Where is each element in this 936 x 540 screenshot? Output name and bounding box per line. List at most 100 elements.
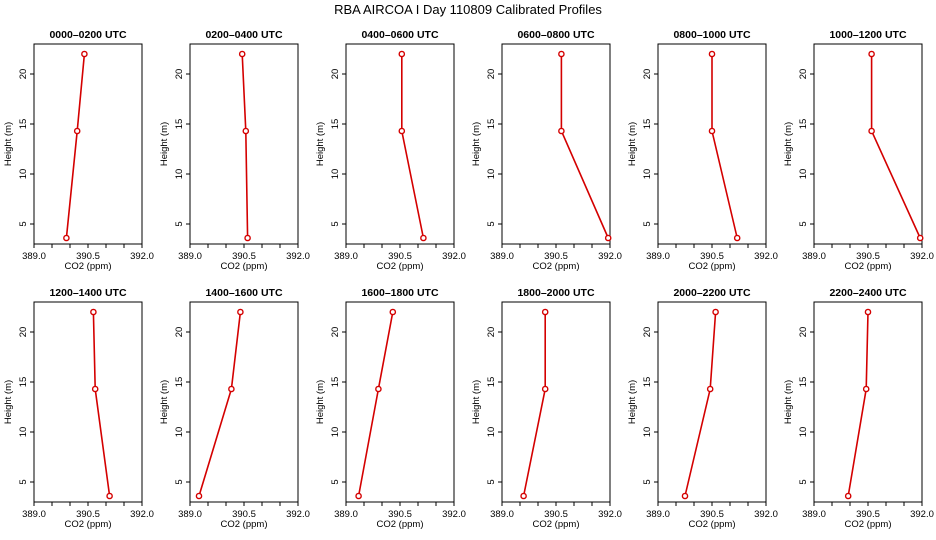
x-tick-label: 390.5 xyxy=(76,251,100,262)
y-tick-label: 5 xyxy=(18,221,29,226)
y-tick-label: 10 xyxy=(330,427,341,438)
x-axis-label: CO2 (ppm) xyxy=(689,519,736,530)
y-tick-label: 10 xyxy=(18,427,29,438)
x-tick-label: 392.0 xyxy=(910,509,934,520)
y-tick-label: 10 xyxy=(486,427,497,438)
y-tick-label: 15 xyxy=(798,377,809,388)
x-tick-label: 390.5 xyxy=(232,509,256,520)
y-tick-label: 20 xyxy=(798,69,809,80)
panel: 0800–1000 UTC 389.0 390.5 392.0 5 10 15 20 CO2 (… xyxy=(627,29,778,272)
panel-title: 2200–2400 UTC xyxy=(829,287,906,299)
data-point xyxy=(195,492,203,500)
x-tick-label: 392.0 xyxy=(754,509,778,520)
profile-line xyxy=(65,53,86,239)
y-tick-label: 5 xyxy=(486,479,497,484)
data-point xyxy=(558,127,565,135)
y-tick-label: 10 xyxy=(330,169,341,180)
y-tick-label: 15 xyxy=(330,119,341,130)
y-tick-label: 20 xyxy=(798,327,809,338)
x-tick-label: 389.0 xyxy=(334,251,358,262)
y-tick-label: 15 xyxy=(18,377,29,388)
data-point xyxy=(862,385,870,393)
panel: 1800–2000 UTC 389.0 390.5 392.0 5 10 15 20 CO2 (… xyxy=(471,287,622,530)
y-tick-label: 20 xyxy=(642,327,653,338)
data-point xyxy=(106,492,113,500)
x-tick-label: 389.0 xyxy=(802,251,826,262)
profile-line xyxy=(357,311,394,497)
data-point xyxy=(242,127,250,135)
profile-line xyxy=(870,54,921,239)
plot-frame xyxy=(501,301,611,503)
figure-title: RBA AIRCOA I Day 110809 Calibrated Profi… xyxy=(334,2,602,17)
x-tick-label: 392.0 xyxy=(442,251,466,262)
x-tick-label: 390.5 xyxy=(700,509,724,520)
profile-line xyxy=(198,311,242,497)
y-tick-label: 20 xyxy=(330,69,341,80)
x-tick-label: 390.5 xyxy=(544,251,568,262)
x-axis-label: CO2 (ppm) xyxy=(845,261,892,272)
x-tick-label: 390.5 xyxy=(232,251,256,262)
y-tick-label: 5 xyxy=(798,479,809,484)
x-tick-label: 392.0 xyxy=(286,251,310,262)
y-axis-label: Height (m) xyxy=(159,380,170,424)
plot-frame xyxy=(33,43,143,245)
x-axis-label: CO2 (ppm) xyxy=(533,519,580,530)
panel-title: 1600–1800 UTC xyxy=(361,287,438,299)
data-point xyxy=(73,127,81,135)
x-tick-label: 392.0 xyxy=(598,251,622,262)
x-axis-label: CO2 (ppm) xyxy=(377,261,424,272)
data-point xyxy=(868,50,875,58)
y-axis-label: Height (m) xyxy=(315,380,326,424)
panel: 1400–1600 UTC 389.0 390.5 392.0 5 10 15 20 CO2 (… xyxy=(159,287,310,530)
data-point xyxy=(864,308,872,316)
y-axis-label: Height (m) xyxy=(627,380,638,424)
y-tick-label: 10 xyxy=(486,169,497,180)
y-tick-label: 15 xyxy=(486,119,497,130)
panel-title: 2000–2200 UTC xyxy=(673,287,750,299)
x-tick-label: 392.0 xyxy=(130,251,154,262)
data-point xyxy=(868,127,875,135)
plot-frame xyxy=(657,301,767,503)
x-tick-label: 389.0 xyxy=(490,509,514,520)
plot-frame xyxy=(189,43,299,245)
profile-line xyxy=(684,311,717,497)
profile-line xyxy=(522,312,547,497)
x-tick-label: 389.0 xyxy=(646,509,670,520)
y-tick-label: 20 xyxy=(486,327,497,338)
panel: 2000–2200 UTC 389.0 390.5 392.0 5 10 15 20 CO2 (… xyxy=(627,287,778,530)
x-tick-label: 389.0 xyxy=(178,251,202,262)
data-point xyxy=(520,492,527,500)
plot-frame xyxy=(813,43,923,245)
data-point xyxy=(541,308,549,316)
data-point xyxy=(355,492,362,500)
y-axis-label: Height (m) xyxy=(783,122,794,166)
y-tick-label: 20 xyxy=(18,327,29,338)
data-point xyxy=(681,492,689,500)
y-tick-label: 20 xyxy=(174,327,185,338)
x-tick-label: 390.5 xyxy=(544,509,568,520)
y-axis-label: Height (m) xyxy=(783,380,794,424)
y-tick-label: 5 xyxy=(486,221,497,226)
data-point xyxy=(63,234,70,242)
data-point xyxy=(91,385,99,393)
y-tick-label: 15 xyxy=(174,119,185,130)
y-tick-label: 10 xyxy=(798,169,809,180)
y-tick-label: 10 xyxy=(18,169,29,180)
data-point xyxy=(237,308,244,316)
y-tick-label: 5 xyxy=(642,221,653,226)
y-tick-label: 10 xyxy=(642,169,653,180)
y-axis-label: Height (m) xyxy=(3,380,14,424)
y-tick-label: 5 xyxy=(174,221,185,226)
panel-title: 1200–1400 UTC xyxy=(49,287,126,299)
x-axis-label: CO2 (ppm) xyxy=(221,519,268,530)
panel-title: 0200–0400 UTC xyxy=(205,29,282,41)
data-point xyxy=(238,50,246,58)
x-axis-label: CO2 (ppm) xyxy=(533,261,580,272)
panel: 0400–0600 UTC 389.0 390.5 392.0 5 10 15 20 CO2 (… xyxy=(315,29,466,272)
y-tick-label: 15 xyxy=(642,377,653,388)
y-tick-label: 15 xyxy=(330,377,341,388)
y-tick-label: 20 xyxy=(18,69,29,80)
y-tick-label: 20 xyxy=(174,69,185,80)
data-point xyxy=(398,127,406,135)
data-point xyxy=(844,492,852,500)
